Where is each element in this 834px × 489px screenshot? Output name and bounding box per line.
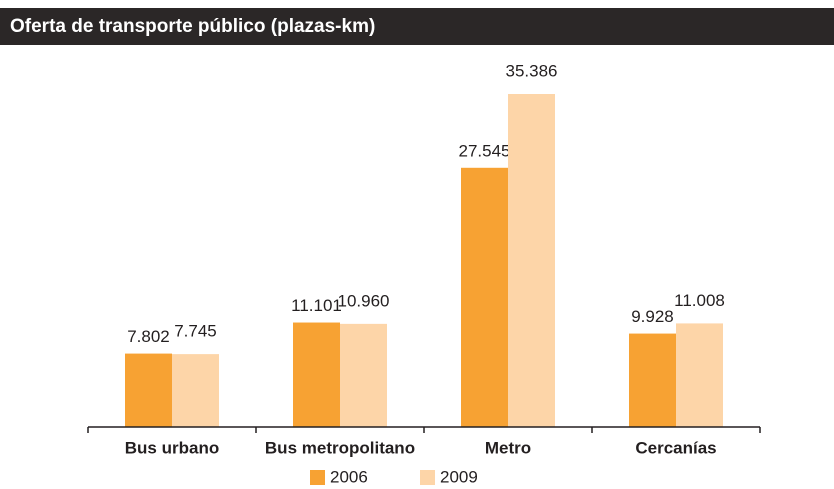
legend-swatch [420,470,435,485]
legend-label: 2009 [440,467,478,486]
bar [676,323,723,427]
value-label: 10.960 [338,291,390,310]
chart-title: Oferta de transporte público (plazas-km) [10,16,375,37]
bar [172,354,219,427]
value-label: 11.008 [674,291,725,310]
value-label: 27.545 [459,141,511,160]
bar [293,322,340,427]
x-tick-label: Bus urbano [125,438,219,457]
bar [461,167,508,428]
x-tick-label: Metro [485,438,531,457]
value-label: 9.928 [631,307,674,326]
x-tick-label: Cercanías [635,438,716,457]
value-label: 35.386 [506,61,558,80]
value-label: 7.745 [174,322,217,341]
legend-label: 2006 [330,467,368,486]
x-tick-label: Bus metropolitano [265,438,415,457]
legend-swatch [310,470,325,485]
bar [629,333,676,427]
value-label: 11.101 [291,296,342,315]
bar [125,353,172,427]
bar [340,323,387,427]
bar [508,94,555,427]
title-bar [0,8,834,45]
value-label: 7.802 [127,327,170,346]
